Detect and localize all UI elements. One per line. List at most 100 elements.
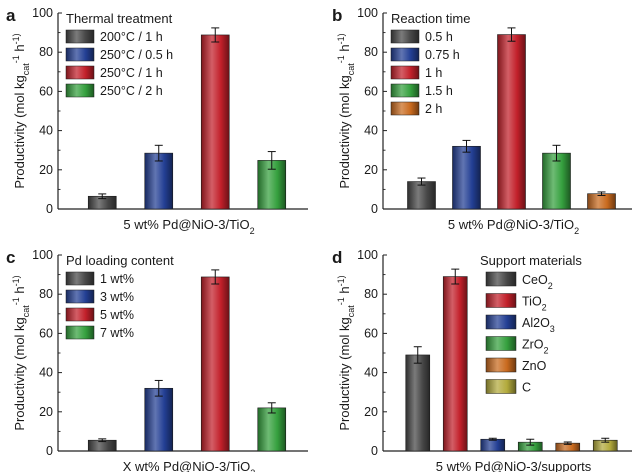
y-tick-label: 80: [39, 45, 53, 59]
y-tick-label: 60: [364, 84, 378, 98]
y-tick-label: 0: [46, 444, 53, 458]
legend-label: 1 h: [425, 66, 442, 80]
y-tick-label: 100: [32, 6, 53, 20]
bar: [200, 34, 230, 210]
x-axis-title: 5 wt% Pd@NiO-3/TiO2: [123, 217, 254, 236]
legend: Reaction time 0.5 h 0.75 h 1 h 1.5 h 2 h: [390, 11, 470, 116]
y-tick-label: 40: [39, 366, 53, 380]
y-tick-label: 20: [39, 405, 53, 419]
bar: [407, 181, 436, 210]
legend-label: 200°C / 1 h: [100, 30, 163, 44]
legend-label: 5 wt%: [100, 308, 134, 322]
legend-swatch: [65, 65, 95, 80]
panel-letter: d: [332, 248, 342, 267]
y-tick-label: 40: [364, 366, 378, 380]
bar: [257, 407, 287, 452]
legend-swatch: [485, 379, 517, 394]
y-tick-label: 20: [364, 405, 378, 419]
y-tick-label: 40: [39, 124, 53, 138]
bar: [480, 438, 506, 452]
y-axis-title: Productivity (mol kgcat-1 h-1): [336, 275, 356, 430]
y-tick-label: 0: [46, 202, 53, 216]
bar: [144, 152, 174, 210]
bar: [405, 354, 431, 452]
bar: [442, 276, 468, 452]
legend-label: 0.75 h: [425, 48, 460, 62]
y-tick-label: 20: [39, 163, 53, 177]
legend-swatch: [65, 47, 95, 62]
legend-label: ZnO: [522, 359, 547, 373]
x-axis-title: 5 wt% Pd@NiO-3/TiO2: [448, 217, 579, 236]
legend-swatch: [65, 29, 95, 44]
y-tick-label: 100: [357, 248, 378, 262]
legend-swatch: [390, 83, 420, 98]
legend-label: 3 wt%: [100, 290, 134, 304]
x-axis-title: 5 wt% Pd@NiO-3/supports: [436, 459, 592, 472]
y-tick-label: 60: [364, 326, 378, 340]
y-tick-label: 80: [364, 45, 378, 59]
legend-label: 1.5 h: [425, 84, 453, 98]
legend-label: 7 wt%: [100, 326, 134, 340]
legend-title: Thermal treatment: [66, 11, 173, 26]
legend-swatch: [485, 271, 517, 287]
y-axis-title: Productivity (mol kgcat-1 h-1): [336, 33, 356, 188]
legend-swatch: [485, 336, 517, 351]
legend-label: C: [522, 381, 531, 395]
legend-label: CeO2: [522, 273, 553, 291]
y-tick-label: 60: [39, 326, 53, 340]
legend-swatch: [65, 271, 95, 286]
panel-letter: a: [6, 6, 16, 25]
y-axis-title: Productivity (mol kgcat-1 h-1): [11, 33, 31, 188]
y-tick-label: 80: [364, 287, 378, 301]
legend: Thermal treatment 200°C / 1 h 250°C / 0.5 …: [65, 11, 173, 98]
y-axis-title: Productivity (mol kgcat-1 h-1): [11, 275, 31, 430]
y-tick-label: 40: [364, 124, 378, 138]
y-tick-label: 100: [32, 248, 53, 262]
legend-swatch: [485, 357, 517, 373]
legend-label: TiO2: [522, 295, 547, 313]
legend: Pd loading content 1 wt% 3 wt% 5 wt% 7 wt%: [65, 253, 174, 340]
panel-letter: b: [332, 6, 342, 25]
legend-label: 2 h: [425, 102, 442, 116]
legend-title: Pd loading content: [66, 253, 174, 268]
y-tick-label: 80: [39, 287, 53, 301]
legend-swatch: [485, 314, 517, 330]
bar: [587, 193, 616, 210]
legend-swatch: [65, 325, 95, 340]
legend-swatch: [390, 65, 420, 80]
bar: [144, 387, 174, 452]
legend-label: 250°C / 2 h: [100, 84, 163, 98]
bar: [497, 34, 526, 210]
legend: Support materials CeO2 TiO2 Al2O3 ZrO2 ZnO C: [480, 253, 582, 395]
legend-label: 0.5 h: [425, 30, 453, 44]
legend-swatch: [65, 289, 95, 304]
legend-swatch: [390, 47, 420, 62]
legend-label: 1 wt%: [100, 272, 134, 286]
panel-letter: c: [6, 248, 15, 267]
legend-label: Al2O3: [522, 316, 555, 334]
legend-swatch: [390, 29, 420, 44]
legend-label: 250°C / 1 h: [100, 66, 163, 80]
legend-swatch: [65, 307, 95, 322]
x-axis-title: X wt% Pd@NiO-3/TiO2: [123, 459, 256, 472]
legend-title: Support materials: [480, 253, 582, 268]
y-tick-label: 0: [371, 444, 378, 458]
legend-label: ZrO2: [522, 338, 549, 356]
y-tick-label: 60: [39, 84, 53, 98]
legend-swatch: [485, 293, 517, 308]
bar: [452, 145, 481, 210]
legend-swatch: [65, 83, 95, 98]
legend-title: Reaction time: [391, 11, 470, 26]
y-tick-label: 0: [371, 202, 378, 216]
y-tick-label: 100: [357, 6, 378, 20]
bar: [542, 152, 571, 210]
y-tick-label: 20: [364, 163, 378, 177]
legend-label: 250°C / 0.5 h: [100, 48, 173, 62]
legend-swatch: [390, 101, 420, 116]
bar: [200, 276, 230, 452]
